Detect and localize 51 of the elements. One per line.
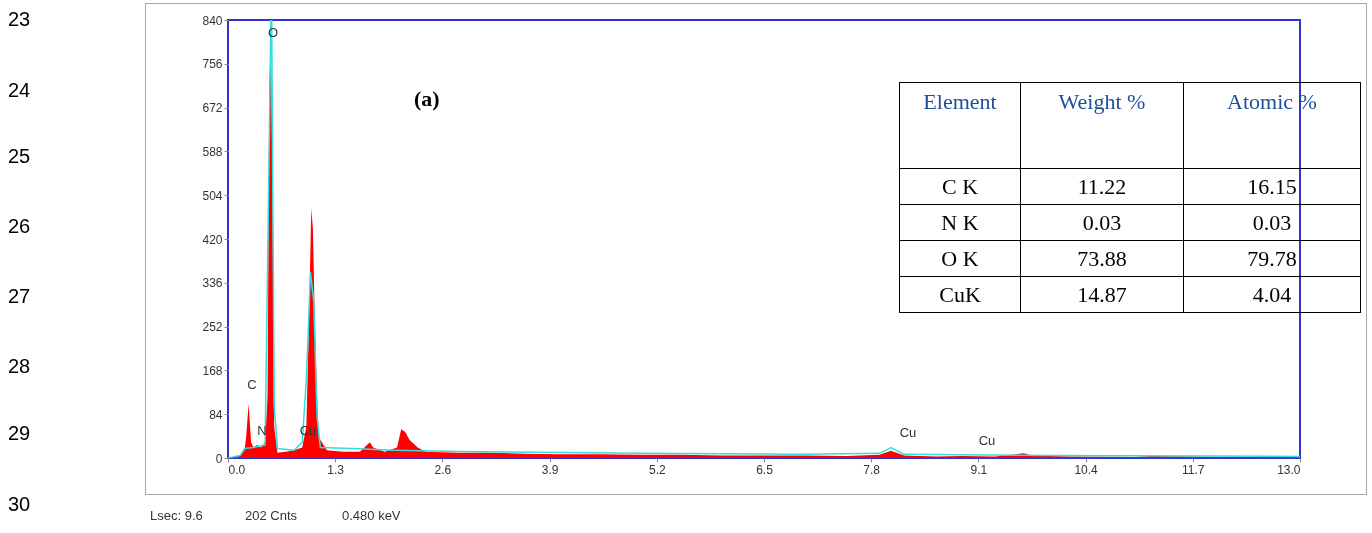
y-tick-label: 336	[202, 276, 223, 291]
x-tick-label: 1.3	[327, 462, 345, 477]
x-tick-label: 5.2	[648, 462, 666, 477]
annotation: C K	[899, 168, 1021, 205]
x-tick-label: 2.6	[434, 462, 452, 477]
y-tick-label: 252	[202, 320, 223, 335]
y-tick-label: 420	[202, 232, 223, 247]
y-tick-label: 672	[202, 101, 223, 116]
y-tick-label: 504	[202, 188, 223, 203]
x-tick-label: 9.1	[970, 462, 988, 477]
x-tick-label: 10.4	[1074, 462, 1099, 477]
text: 0.480 keV	[342, 508, 401, 523]
text: Lsec: 9.6	[150, 508, 203, 523]
x-tick-label: 11.7	[1182, 462, 1205, 477]
annotation: O K	[899, 240, 1021, 277]
annotation: Element	[899, 82, 1021, 169]
y-tick-label: 168	[202, 363, 223, 378]
text: 30	[8, 493, 31, 516]
y-tick-label: 84	[209, 407, 223, 422]
x-tick-label: 3.9	[541, 462, 559, 477]
annotation: 0.03	[1183, 204, 1361, 241]
annotation: 16.15	[1183, 168, 1361, 205]
annotation: Cu	[978, 432, 996, 448]
annotation: (a)	[414, 86, 440, 112]
text: 25	[8, 145, 31, 168]
text: 26	[8, 215, 31, 238]
text: 29	[8, 422, 31, 445]
x-tick-label: 13.0	[1277, 462, 1301, 477]
text: 202 Cnts	[245, 508, 298, 523]
annotation: 4.04	[1183, 276, 1361, 313]
annotation: 14.87	[1020, 276, 1184, 313]
x-tick-label: 0.0	[228, 462, 246, 477]
annotation: 73.88	[1020, 240, 1184, 277]
text: 24	[8, 79, 31, 102]
annotation: Cu	[899, 424, 917, 440]
annotation: N K	[899, 204, 1021, 241]
annotation: CuK	[899, 276, 1021, 313]
y-tick-label: 588	[202, 144, 223, 159]
x-tick-label: 6.5	[756, 462, 774, 477]
annotation: 79.78	[1183, 240, 1361, 277]
annotation: 11.22	[1020, 168, 1184, 205]
annotation: 0.03	[1020, 204, 1184, 241]
x-tick-label: 7.8	[863, 462, 881, 477]
text: 23	[8, 8, 31, 31]
y-tick-label: 840	[202, 13, 223, 28]
annotation: C	[247, 376, 257, 392]
text: 28	[8, 355, 31, 378]
text: 27	[8, 285, 31, 308]
y-tick-label: 0	[215, 451, 223, 466]
y-tick-label: 756	[202, 57, 223, 72]
annotation: Weight %	[1020, 82, 1184, 169]
